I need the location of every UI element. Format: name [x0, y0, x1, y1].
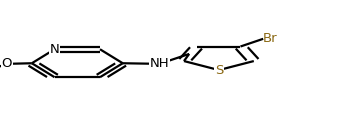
Text: N: N: [50, 43, 60, 56]
Text: NH: NH: [150, 57, 169, 70]
Text: O: O: [1, 57, 12, 70]
Text: Br: Br: [263, 32, 278, 45]
Text: S: S: [215, 64, 223, 77]
